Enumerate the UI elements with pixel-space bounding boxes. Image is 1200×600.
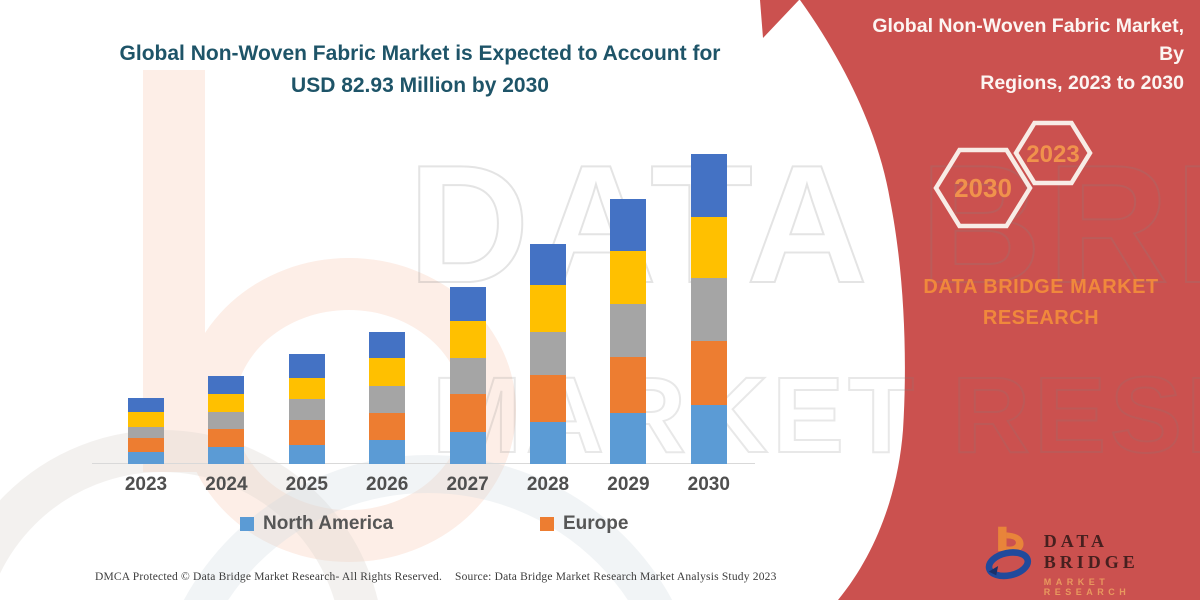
bar-2027-segment-unlabeled-region-gray- bbox=[449, 357, 486, 395]
bar-2024-segment-north-america bbox=[208, 446, 245, 464]
bar-2023-segment-unlabeled-region-yellow- bbox=[128, 411, 164, 428]
bar-2025-segment-unlabeled-region-yellow- bbox=[288, 378, 325, 400]
bar-2030-segment-unlabeled-region-gray- bbox=[690, 277, 727, 341]
legend-item-north-america: North America bbox=[240, 513, 393, 535]
data-bridge-logo-icon bbox=[985, 526, 1032, 580]
chart-title: Global Non-Woven Fabric Market is Expect… bbox=[108, 38, 732, 101]
x-axis-label-2024: 2024 bbox=[205, 474, 248, 495]
legend-label: Europe bbox=[563, 513, 629, 534]
bar-2023-segment-north-america bbox=[128, 451, 164, 464]
bar-2028-segment-unlabeled-region-gray- bbox=[530, 331, 566, 376]
bar-2028-segment-unlabeled-region-dark-blue- bbox=[530, 243, 566, 286]
legend-swatch bbox=[540, 517, 554, 531]
x-axis-label-2027: 2027 bbox=[446, 474, 489, 495]
legend-label: North America bbox=[263, 513, 394, 534]
chart-legend: North America Europe bbox=[0, 513, 780, 537]
hexagon-2023 bbox=[1013, 120, 1093, 186]
x-axis-label-2025: 2025 bbox=[285, 474, 328, 495]
logo-subtitle: MARKET RESEARCH bbox=[1043, 577, 1131, 597]
chart-title-line2: USD 82.93 Million by 2030 bbox=[291, 73, 549, 97]
panel-title-line2: Regions, 2023 to 2030 bbox=[980, 71, 1184, 94]
bar-2027-segment-unlabeled-region-dark-blue- bbox=[449, 287, 486, 322]
brand-wordmark: DATA BRIDGE MARKET RESEARCH bbox=[918, 272, 1164, 334]
panel-title: Global Non-Woven Fabric Market, By Regio… bbox=[844, 12, 1184, 97]
bar-2026-segment-unlabeled-region-dark-blue- bbox=[369, 331, 406, 358]
bar-2025-segment-unlabeled-region-gray- bbox=[288, 399, 325, 420]
bar-2023-segment-europe bbox=[128, 438, 164, 452]
bar-2030-segment-unlabeled-region-dark-blue- bbox=[690, 154, 727, 218]
bar-2027-segment-europe bbox=[449, 394, 486, 432]
source-notice: Source: Data Bridge Market Research Mark… bbox=[455, 571, 777, 583]
bar-2024-segment-unlabeled-region-dark-blue- bbox=[208, 376, 245, 394]
bar-2026-segment-unlabeled-region-gray- bbox=[369, 386, 406, 413]
bar-2029-segment-unlabeled-region-yellow- bbox=[610, 251, 647, 305]
bar-2029-segment-north-america bbox=[610, 412, 647, 464]
bar-2025-segment-unlabeled-region-dark-blue- bbox=[288, 354, 325, 379]
bar-2030-segment-europe bbox=[690, 340, 727, 406]
bar-2026-segment-unlabeled-region-yellow- bbox=[369, 357, 406, 387]
bar-2023-segment-unlabeled-region-gray- bbox=[128, 427, 164, 439]
hexagon-2030-label: 2030 bbox=[954, 173, 1012, 203]
bar-2029-segment-europe bbox=[610, 357, 647, 413]
brand-wordmark-line1: DATA BRIDGE MARKET bbox=[923, 276, 1159, 298]
bar-2029-segment-unlabeled-region-dark-blue- bbox=[610, 198, 647, 252]
bar-2028-segment-unlabeled-region-yellow- bbox=[530, 285, 566, 332]
panel-title-line1: Global Non-Woven Fabric Market, By bbox=[872, 15, 1184, 66]
bar-2029-segment-unlabeled-region-gray- bbox=[610, 304, 647, 358]
bar-chart-plot-area: 2023 2024 2025 2026 2027 2028 2029 2030 bbox=[92, 154, 755, 495]
bar-2028-segment-europe bbox=[530, 375, 566, 422]
hexagon-2023-label: 2023 bbox=[1026, 141, 1079, 168]
bar-2024-segment-unlabeled-region-gray- bbox=[208, 411, 245, 429]
bar-2025-segment-north-america bbox=[288, 444, 325, 464]
bar-2030-segment-north-america bbox=[690, 405, 727, 464]
bar-2027-segment-north-america bbox=[449, 431, 486, 464]
dmca-notice: DMCA Protected © Data Bridge Market Rese… bbox=[95, 571, 443, 583]
chart-title-line1: Global Non-Woven Fabric Market is Expect… bbox=[119, 42, 721, 65]
bar-2024-segment-europe bbox=[208, 428, 245, 447]
x-axis-line bbox=[92, 463, 755, 464]
data-bridge-logo: DATA BRIDGE MARKET RESEARCH bbox=[985, 523, 1200, 597]
bar-2026-segment-europe bbox=[369, 412, 406, 441]
bar-2025-segment-europe bbox=[288, 420, 325, 445]
legend-swatch bbox=[240, 517, 254, 531]
x-axis-label-2028: 2028 bbox=[526, 474, 570, 495]
legend-item-europe: Europe bbox=[540, 513, 628, 535]
hexagon-2030 bbox=[933, 147, 1033, 229]
hexagon-badges: 2030 2023 bbox=[933, 120, 1093, 229]
bar-2026-segment-north-america bbox=[369, 440, 406, 464]
logo-title: DATA BRIDGE bbox=[1043, 531, 1139, 572]
bar-2030-segment-unlabeled-region-yellow- bbox=[690, 217, 727, 278]
bar-2027-segment-unlabeled-region-yellow- bbox=[449, 321, 486, 358]
bar-2023-segment-unlabeled-region-dark-blue- bbox=[128, 397, 164, 412]
bar-2028-segment-north-america bbox=[530, 421, 566, 464]
x-axis-label-2029: 2029 bbox=[607, 474, 650, 495]
x-axis-label-2030: 2030 bbox=[687, 474, 730, 495]
x-axis-label-2026: 2026 bbox=[366, 474, 409, 495]
x-axis-label-2023: 2023 bbox=[124, 474, 168, 495]
brand-wordmark-line2: RESEARCH bbox=[982, 307, 1100, 329]
bar-2024-segment-unlabeled-region-yellow- bbox=[208, 393, 245, 412]
